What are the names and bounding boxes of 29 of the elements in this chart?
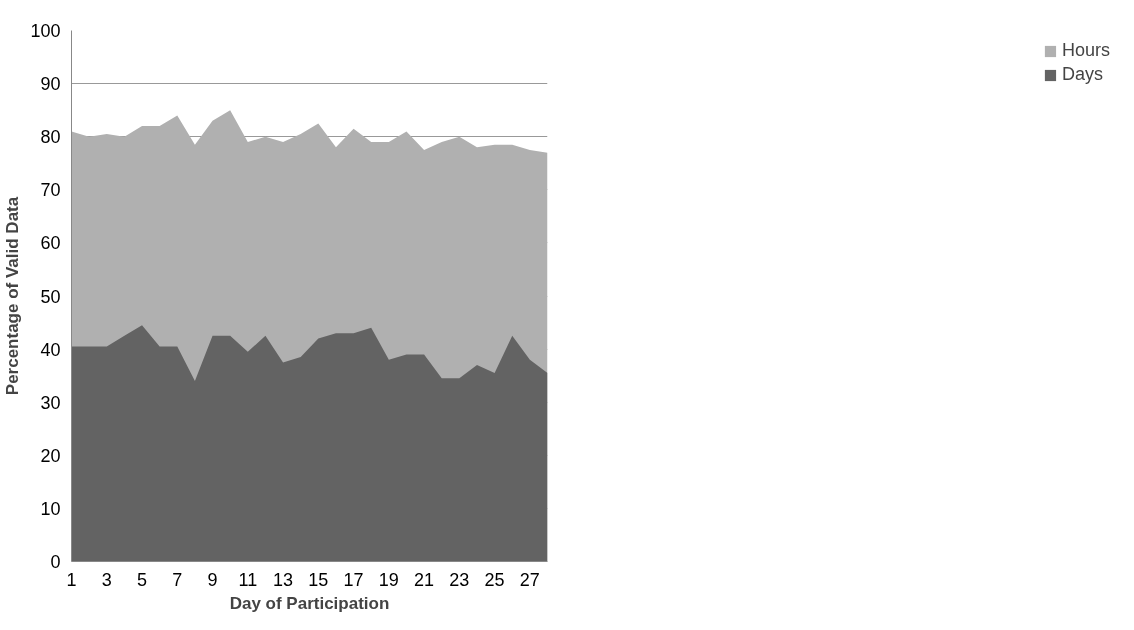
x-tick-label: 5 bbox=[137, 569, 148, 590]
x-tick-label: 21 bbox=[414, 569, 435, 590]
y-tick-label: 20 bbox=[40, 445, 61, 466]
x-tick-label: 27 bbox=[519, 569, 540, 590]
x-tick-label: 3 bbox=[101, 569, 112, 590]
x-tick-label: 17 bbox=[343, 569, 364, 590]
x-tick-label: 11 bbox=[238, 569, 258, 590]
legend-label: Hours bbox=[1061, 40, 1110, 61]
x-tick-label: 1 bbox=[66, 569, 77, 590]
y-tick-label: 50 bbox=[40, 286, 61, 307]
y-tick-label: 10 bbox=[40, 498, 61, 519]
y-tick-label: 40 bbox=[40, 339, 61, 360]
y-axis-title: Percentage of Valid Data bbox=[3, 196, 23, 396]
y-tick-label: 60 bbox=[40, 233, 61, 254]
x-tick-label: 25 bbox=[484, 569, 505, 590]
y-tick-label: 30 bbox=[40, 392, 61, 413]
legend-label: Days bbox=[1061, 64, 1103, 85]
x-tick-label: 19 bbox=[378, 569, 399, 590]
y-tick-label: 80 bbox=[40, 127, 61, 148]
y-tick-label: 90 bbox=[40, 74, 61, 95]
x-tick-label: 7 bbox=[172, 569, 183, 590]
x-tick-label: 23 bbox=[449, 569, 470, 590]
x-tick-label: 9 bbox=[207, 569, 218, 590]
y-tick-label: 0 bbox=[50, 552, 61, 572]
x-tick-label: 13 bbox=[273, 569, 294, 590]
x-axis-title: Day of Participation bbox=[229, 593, 390, 613]
y-tick-label: 100 bbox=[30, 21, 61, 41]
y-tick-label: 70 bbox=[40, 180, 61, 201]
x-tick-label: 15 bbox=[308, 569, 329, 590]
